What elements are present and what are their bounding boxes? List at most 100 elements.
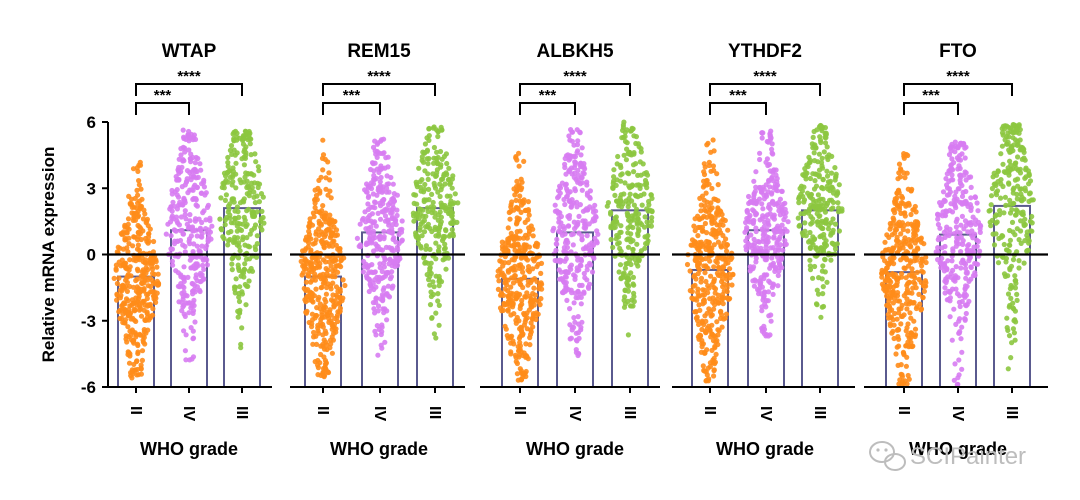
data-point (769, 191, 775, 197)
data-point (961, 140, 967, 147)
data-point (824, 173, 831, 179)
data-point (807, 245, 814, 251)
data-point (320, 324, 326, 330)
data-point (327, 212, 333, 218)
data-point (815, 203, 821, 209)
data-point (622, 180, 628, 186)
data-point (375, 308, 381, 314)
data-point (513, 317, 519, 323)
data-point (946, 178, 952, 184)
data-point (624, 140, 630, 146)
data-point (420, 213, 426, 219)
data-point (1004, 315, 1010, 321)
data-point (127, 351, 133, 357)
data-point (327, 217, 333, 223)
data-point (893, 198, 899, 204)
data-point (146, 231, 152, 237)
data-point (1015, 154, 1021, 160)
data-point (322, 328, 328, 334)
data-point (138, 371, 144, 377)
data-point (170, 199, 176, 205)
data-point (319, 208, 325, 214)
data-point (763, 244, 769, 250)
data-point (964, 269, 970, 275)
data-point (708, 168, 714, 174)
data-point (379, 322, 385, 328)
data-point (129, 375, 135, 381)
data-point (252, 200, 258, 206)
data-point (763, 304, 769, 310)
data-point (397, 227, 403, 233)
data-point (715, 332, 721, 338)
data-point (803, 169, 809, 176)
data-point (435, 291, 441, 297)
data-point (1000, 132, 1006, 138)
data-point (222, 197, 228, 203)
data-point (707, 296, 713, 302)
data-point (372, 148, 378, 154)
data-point (145, 223, 151, 229)
data-point (722, 257, 728, 263)
data-point (190, 288, 196, 294)
data-point (149, 289, 155, 295)
data-point (205, 236, 211, 242)
data-point (888, 223, 894, 229)
data-point (785, 219, 791, 225)
data-point (322, 304, 329, 310)
data-point (899, 271, 905, 277)
data-point (376, 186, 382, 192)
data-point (753, 201, 759, 207)
data-point (192, 136, 199, 142)
data-point (628, 184, 635, 190)
data-point (539, 281, 545, 287)
category-label-IV: IV (757, 406, 774, 421)
data-point (912, 326, 919, 332)
data-point (618, 192, 624, 198)
data-point (513, 354, 519, 360)
data-point (379, 329, 385, 335)
data-point (250, 212, 256, 218)
data-point (385, 283, 391, 289)
data-point (751, 283, 758, 289)
data-point (249, 227, 255, 233)
data-point (990, 231, 996, 237)
data-point (715, 182, 721, 188)
data-point (804, 162, 810, 168)
data-point (1007, 202, 1013, 208)
data-point (702, 328, 708, 334)
data-point (705, 140, 711, 146)
data-point (782, 226, 788, 232)
data-point (190, 187, 196, 193)
points-IV (933, 139, 984, 388)
data-point (144, 216, 150, 222)
data-point (824, 168, 830, 174)
data-point (882, 288, 888, 294)
data-point (526, 244, 533, 250)
data-point (330, 292, 336, 298)
wechat-icon (869, 441, 906, 471)
data-point (127, 257, 133, 263)
data-point (702, 220, 709, 227)
data-point (580, 170, 586, 176)
data-point (119, 303, 125, 309)
data-point (1006, 134, 1012, 140)
data-point (521, 235, 527, 241)
data-point (231, 199, 237, 205)
data-point (512, 192, 518, 198)
data-point (753, 278, 759, 284)
data-point (761, 186, 767, 192)
category-label-III: III (621, 406, 638, 419)
data-point (903, 363, 910, 369)
data-point (568, 262, 575, 268)
data-point (140, 337, 146, 343)
data-point (421, 255, 427, 261)
data-point (1016, 265, 1022, 271)
data-point (415, 210, 421, 216)
data-point (503, 326, 509, 332)
data-point (329, 243, 336, 249)
data-point (711, 285, 717, 291)
data-point (776, 245, 782, 251)
data-point (194, 261, 200, 267)
data-point (150, 270, 156, 276)
data-point (256, 168, 262, 174)
